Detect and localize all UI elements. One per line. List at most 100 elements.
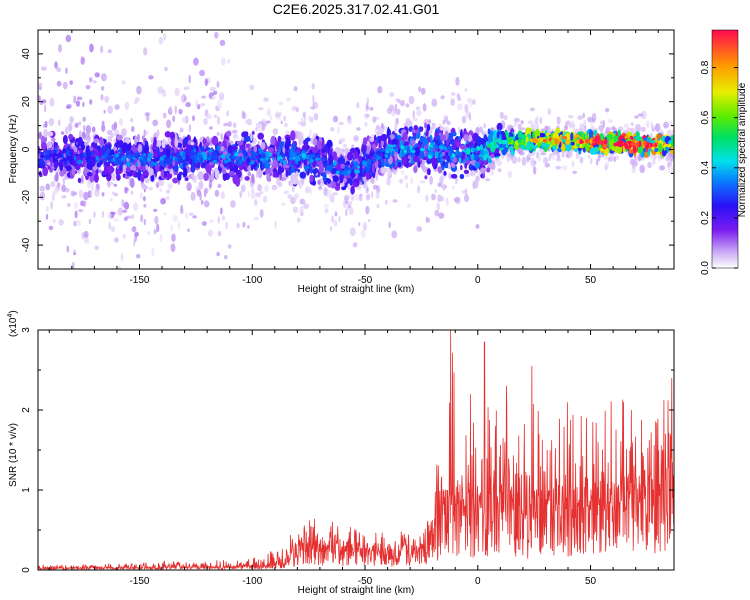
spectrogram-speck (438, 212, 445, 219)
spectrogram-speck (281, 202, 286, 206)
spectrogram-speck (311, 83, 315, 90)
spectrogram-blob (159, 148, 163, 153)
spectrogram-core (466, 148, 471, 155)
spectrogram-blob (450, 173, 458, 179)
spectrogram-speck (455, 77, 460, 86)
spectrogram-speck (599, 120, 606, 125)
spectrogram-speck (100, 94, 104, 101)
spectrogram-core (174, 156, 178, 162)
spectrogram-speck (100, 73, 107, 82)
spectrogram-blob (53, 142, 58, 147)
spectrogram-core (392, 144, 397, 148)
spectrogram-blob (185, 152, 189, 157)
spectrogram-core (122, 159, 126, 163)
spectrogram-speck (144, 112, 150, 117)
spectrogram-speck (568, 124, 575, 128)
spectrogram-speck (71, 262, 75, 269)
spectrogram-speck (389, 92, 395, 97)
spectrogram-speck (88, 77, 93, 83)
spectrogram-core (306, 155, 310, 160)
spectrogram-blob (232, 145, 238, 150)
spectrogram-speck (88, 218, 92, 225)
spectrogram-core (179, 164, 184, 169)
spectrogram-core (380, 148, 386, 152)
spectrogram-speck (124, 101, 130, 111)
spectrogram-speck (369, 106, 374, 111)
spectrogram-speck (517, 156, 521, 163)
spectrogram-blob (262, 171, 266, 176)
snr-yscale-suffix: ) (8, 310, 19, 313)
spectrogram-blob (460, 129, 463, 140)
spectrogram-speck (366, 105, 369, 110)
spectrogram-speck (131, 126, 135, 133)
spectrogram-core (483, 154, 487, 161)
spectrogram-speck (520, 127, 526, 131)
spectrogram-core (368, 164, 373, 168)
spectrogram-core (282, 159, 287, 166)
spectrogram-speck (94, 72, 100, 78)
spectrogram-speck (154, 215, 159, 225)
spectrogram-speck (283, 115, 286, 122)
spectrogram-blob (140, 173, 145, 183)
spectrogram-core (352, 164, 356, 171)
spectrogram-blob (178, 171, 183, 176)
spectrogram-speck (216, 251, 220, 257)
y-tick-label: 0 (21, 567, 32, 573)
spectrogram-blob (232, 174, 239, 185)
spectrogram-speck (209, 126, 213, 130)
spectrogram-speck (38, 95, 41, 102)
spectrogram-speck (163, 212, 167, 216)
spectrogram-core (196, 153, 202, 159)
spectrogram-core (494, 138, 499, 143)
spectrogram-blob (580, 133, 585, 140)
spectrogram-speck (492, 160, 495, 165)
spectrogram-speck (45, 213, 49, 220)
spectrogram-speck (475, 224, 480, 229)
spectrogram-speck (49, 97, 55, 107)
spectrogram-blob (125, 138, 131, 143)
spectrogram-speck (291, 106, 295, 112)
spectrogram-speck (345, 208, 348, 217)
spectrogram-blob (292, 174, 298, 185)
spectrogram-speck (499, 111, 504, 119)
spectrogram-blob (661, 148, 667, 157)
spectrogram-core (232, 154, 236, 160)
spectrogram-blob (211, 151, 218, 162)
spectrogram-blob (380, 166, 387, 174)
spectrogram-speck (159, 233, 163, 243)
spectrogram-blob (480, 167, 486, 174)
spectrogram-blob (225, 130, 232, 137)
spectrogram-speck (110, 226, 116, 233)
spectrogram-speck (277, 182, 283, 188)
spectrogram-core (376, 154, 380, 161)
spectrogram-blob (407, 155, 412, 160)
spectrogram-speck (83, 230, 89, 239)
spectrogram-speck (575, 151, 580, 160)
spectrogram-blob (316, 140, 323, 150)
spectrogram-speck (443, 115, 449, 123)
spectrogram-core (216, 145, 221, 152)
spectrogram-blob (606, 133, 614, 140)
spectrogram-speck (135, 254, 141, 259)
spectrogram-speck (653, 155, 657, 159)
spectrogram-speck (544, 163, 550, 168)
spectrogram-blob (423, 137, 429, 146)
spectrogram-speck (309, 187, 312, 195)
x-tick-label: -150 (129, 576, 149, 587)
spectrogram-blob (358, 155, 363, 163)
spectrogram-blob (613, 135, 617, 144)
spectrogram-blob (321, 140, 325, 149)
spectrogram-blob (657, 143, 664, 153)
spectrogram-blob (311, 147, 319, 154)
spectrogram-blob (490, 153, 495, 159)
spectrogram-core (122, 154, 128, 161)
spectrogram-blob (463, 134, 469, 142)
spectrogram-speck (107, 49, 112, 54)
spectrogram-speck (122, 233, 126, 239)
spectrogram-core (57, 153, 63, 158)
spectrogram-speck (201, 95, 207, 99)
spectrogram-blob (115, 169, 122, 175)
spectrogram-speck (242, 221, 246, 228)
spectrogram-core (58, 162, 63, 168)
spectrogram-speck (83, 200, 87, 204)
